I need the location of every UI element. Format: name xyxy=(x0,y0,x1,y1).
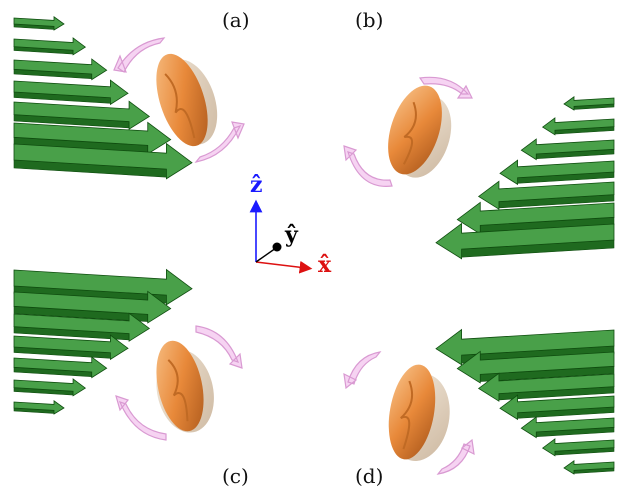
green-shear-arrow-icon xyxy=(13,37,87,56)
green-shear-arrow-icon xyxy=(13,356,108,379)
green-shear-arrow-icon xyxy=(520,138,615,161)
green-shear-arrow-icon xyxy=(13,312,151,342)
pink-rotation-arrow-icon xyxy=(194,121,245,163)
orange-particle-icon xyxy=(156,53,218,147)
green-shear-arrow-icon xyxy=(499,394,615,421)
shear-arrows-panel-b xyxy=(435,96,615,260)
panel-label-b: (b) xyxy=(355,8,384,32)
green-shear-arrow-icon xyxy=(456,201,615,235)
axis-triad-icon xyxy=(249,199,313,274)
pink-rotation-arrow-icon xyxy=(418,76,473,99)
green-shear-arrow-icon xyxy=(13,142,193,180)
green-shear-arrow-icon xyxy=(563,96,615,111)
pink-rotation-arrow-icon xyxy=(343,145,393,187)
y-axis-label: ŷ xyxy=(285,222,298,248)
green-shear-arrow-icon xyxy=(13,378,87,397)
green-shear-arrow-icon xyxy=(13,334,129,361)
green-shear-arrow-icon xyxy=(13,290,172,324)
panel-label-c: (c) xyxy=(222,464,249,488)
orange-particle-icon xyxy=(388,85,452,178)
green-shear-arrow-icon xyxy=(563,460,615,475)
pink-rotation-arrow-icon xyxy=(343,351,382,390)
pink-rotation-arrow-icon xyxy=(436,438,475,475)
green-shear-arrow-icon xyxy=(520,416,615,439)
green-shear-arrow-icon xyxy=(13,121,172,155)
green-shear-arrow-icon xyxy=(13,100,151,130)
pink-rotation-arrow-icon xyxy=(113,37,166,73)
orange-particle-icon xyxy=(156,340,214,433)
panel-label-d: (d) xyxy=(355,464,384,488)
green-shear-arrow-icon xyxy=(541,117,615,136)
green-shear-arrow-icon xyxy=(541,438,615,457)
green-shear-arrow-icon xyxy=(435,328,615,366)
green-shear-arrow-icon xyxy=(13,16,65,31)
green-shear-arrow-icon xyxy=(13,400,65,415)
shear-arrows-panel-a xyxy=(13,16,193,180)
green-shear-arrow-icon xyxy=(477,180,615,210)
z-axis-label: ẑ xyxy=(250,172,263,198)
green-shear-arrow-icon xyxy=(13,79,129,106)
orange-particle-icon xyxy=(388,364,450,461)
panel-label-a: (a) xyxy=(222,8,250,32)
green-shear-arrow-icon xyxy=(477,372,615,402)
green-shear-arrow-icon xyxy=(13,58,108,81)
green-shear-arrow-icon xyxy=(13,268,193,306)
shear-arrows-panel-d xyxy=(435,328,615,475)
green-shear-arrow-icon xyxy=(456,350,615,384)
green-shear-arrow-icon xyxy=(435,222,615,260)
x-axis-label: x̂ xyxy=(318,252,332,278)
pink-rotation-arrow-icon xyxy=(195,325,243,369)
pink-rotation-arrow-icon xyxy=(115,395,167,441)
shear-arrows-panel-c xyxy=(13,268,193,415)
green-shear-arrow-icon xyxy=(499,159,615,186)
